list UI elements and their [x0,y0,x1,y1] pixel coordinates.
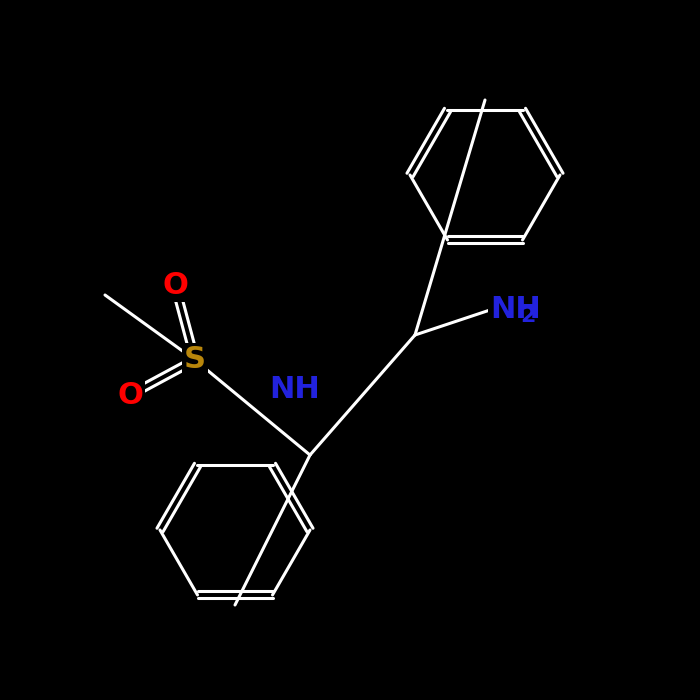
Text: 2: 2 [520,306,536,326]
Text: O: O [117,381,143,409]
Text: NH: NH [490,295,540,325]
Text: O: O [162,270,188,300]
Text: NH: NH [270,375,321,405]
Text: S: S [184,346,206,375]
